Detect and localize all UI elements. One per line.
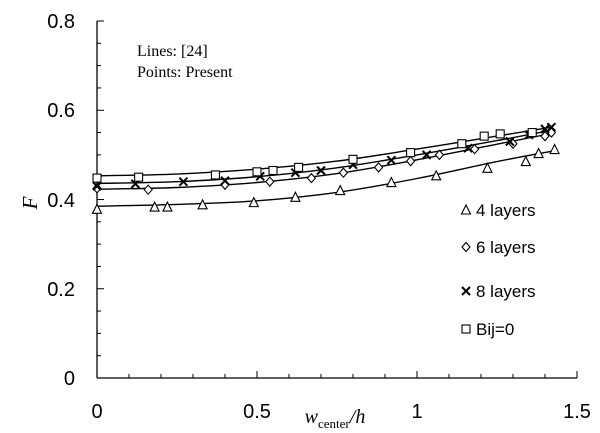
data-point-bij-0	[268, 165, 278, 176]
data-point-4-layers	[520, 155, 532, 167]
data-point-4-layers	[334, 184, 346, 196]
x-marker-stroke	[546, 122, 557, 132]
legend-marker-square	[461, 324, 471, 334]
data-point-bij-0	[134, 172, 144, 182]
legend-marker-triangle	[460, 203, 472, 215]
y-tick-label: 0.2	[47, 279, 75, 301]
legend-entry-6-layers: 6 layers	[461, 238, 536, 257]
data-point-6-layers	[434, 149, 445, 161]
data-point-8-layers	[220, 176, 230, 186]
data-point-6-layers	[373, 162, 384, 173]
data-point-6-layers	[92, 183, 102, 194]
y-tick-label: 0	[64, 368, 75, 390]
x-tick-label: 1.5	[563, 401, 591, 423]
data-point-bij-0	[457, 139, 467, 149]
data-point-8-layers	[540, 124, 550, 134]
legend-symbol-triangle	[460, 203, 472, 215]
x-axis-label-tail: /h	[349, 406, 366, 428]
x-marker-stroke	[421, 150, 432, 160]
series-line-4-layers	[96, 150, 552, 207]
annotation-lines-source: Lines: [24]	[137, 43, 208, 60]
data-point-bij-0	[406, 148, 416, 158]
data-point-6-layers	[143, 184, 153, 196]
data-point-bij-0	[252, 167, 262, 177]
y-tick-label: 0.8	[47, 11, 75, 33]
data-point-8-layers	[421, 150, 432, 160]
legend-marker-x	[461, 286, 471, 296]
data-point-bij-0	[210, 170, 220, 180]
x-marker-stroke	[386, 155, 397, 165]
y-tick-labels: 0 0.2 0.4 0.6 0.8	[47, 11, 75, 390]
data-point-4-layers	[248, 196, 260, 208]
legend-entry-bij-0: Bij=0	[461, 320, 514, 339]
legend-symbol-x	[461, 286, 471, 296]
legend-symbol-square	[461, 324, 471, 334]
x-tick-label: 0	[91, 401, 102, 423]
y-tick-label: 0.4	[47, 190, 75, 212]
data-point-6-layers	[540, 130, 550, 142]
legend-label: 4 layers	[476, 201, 536, 220]
data-point-4-layers	[430, 169, 442, 181]
legend-entry-8-layers: 8 layers	[461, 282, 536, 301]
data-point-8-layers	[92, 181, 102, 191]
data-point-6-layers	[338, 167, 349, 179]
x-marker-stroke	[92, 181, 102, 191]
y-tick-label: 0.6	[47, 100, 75, 122]
x-marker-stroke	[178, 176, 189, 187]
x-marker-stroke	[540, 124, 550, 134]
x-tick-labels: 0 0.5 1 1.5	[91, 401, 590, 423]
x-marker-stroke	[505, 136, 515, 147]
data-point-8-layers	[546, 122, 557, 132]
data-point-bij-0	[348, 154, 358, 164]
data-point-6-layers	[306, 172, 317, 184]
x-tick-label: 0.5	[243, 401, 271, 423]
data-point-bij-0	[479, 131, 489, 141]
x-axis-label: wcenter/h	[305, 406, 366, 428]
data-point-8-layers	[178, 176, 189, 187]
data-point-6-layers	[265, 176, 275, 187]
data-point-4-layers	[149, 200, 160, 212]
data-point-4-layers	[482, 162, 493, 173]
x-axis-label-main: w	[305, 406, 319, 428]
legend-symbol-diamond	[461, 241, 471, 253]
data-point-4-layers	[162, 200, 173, 212]
data-point-bij-0	[92, 173, 102, 183]
x-marker-stroke	[461, 286, 471, 296]
series-markers	[91, 122, 560, 214]
data-point-4-layers	[386, 176, 397, 188]
data-point-bij-0	[527, 128, 537, 138]
data-point-4-layers	[290, 191, 301, 202]
data-point-bij-0	[294, 162, 304, 172]
data-point-6-layers	[405, 155, 416, 167]
data-point-4-layers	[197, 198, 208, 210]
legend-label: Bij=0	[476, 320, 514, 339]
data-point-bij-0	[495, 129, 505, 139]
y-axis-label: F	[18, 196, 42, 210]
series-line-6-layers	[96, 132, 552, 190]
series-line-8-layers	[96, 129, 552, 185]
legend-marker-diamond	[461, 241, 471, 253]
data-point-8-layers	[505, 136, 515, 147]
data-point-4-layers	[549, 143, 560, 155]
x-marker-stroke	[220, 176, 230, 186]
data-point-4-layers	[533, 147, 544, 159]
annotation-points-source: Points: Present	[137, 64, 233, 81]
data-point-8-layers	[316, 165, 326, 176]
legend-entry-4-layers: 4 layers	[460, 201, 536, 220]
x-tick-label: 1	[411, 401, 422, 423]
data-point-8-layers	[386, 155, 397, 165]
x-marker-stroke	[463, 143, 473, 153]
legend-label: 6 layers	[476, 238, 536, 257]
x-marker-stroke	[316, 165, 326, 176]
legend-label: 8 layers	[476, 282, 536, 301]
x-axis-label-subscript: center	[318, 416, 350, 428]
legend: 4 layers 6 layers 8 layers Bij=0	[460, 201, 536, 339]
data-point-4-layers	[91, 203, 103, 214]
